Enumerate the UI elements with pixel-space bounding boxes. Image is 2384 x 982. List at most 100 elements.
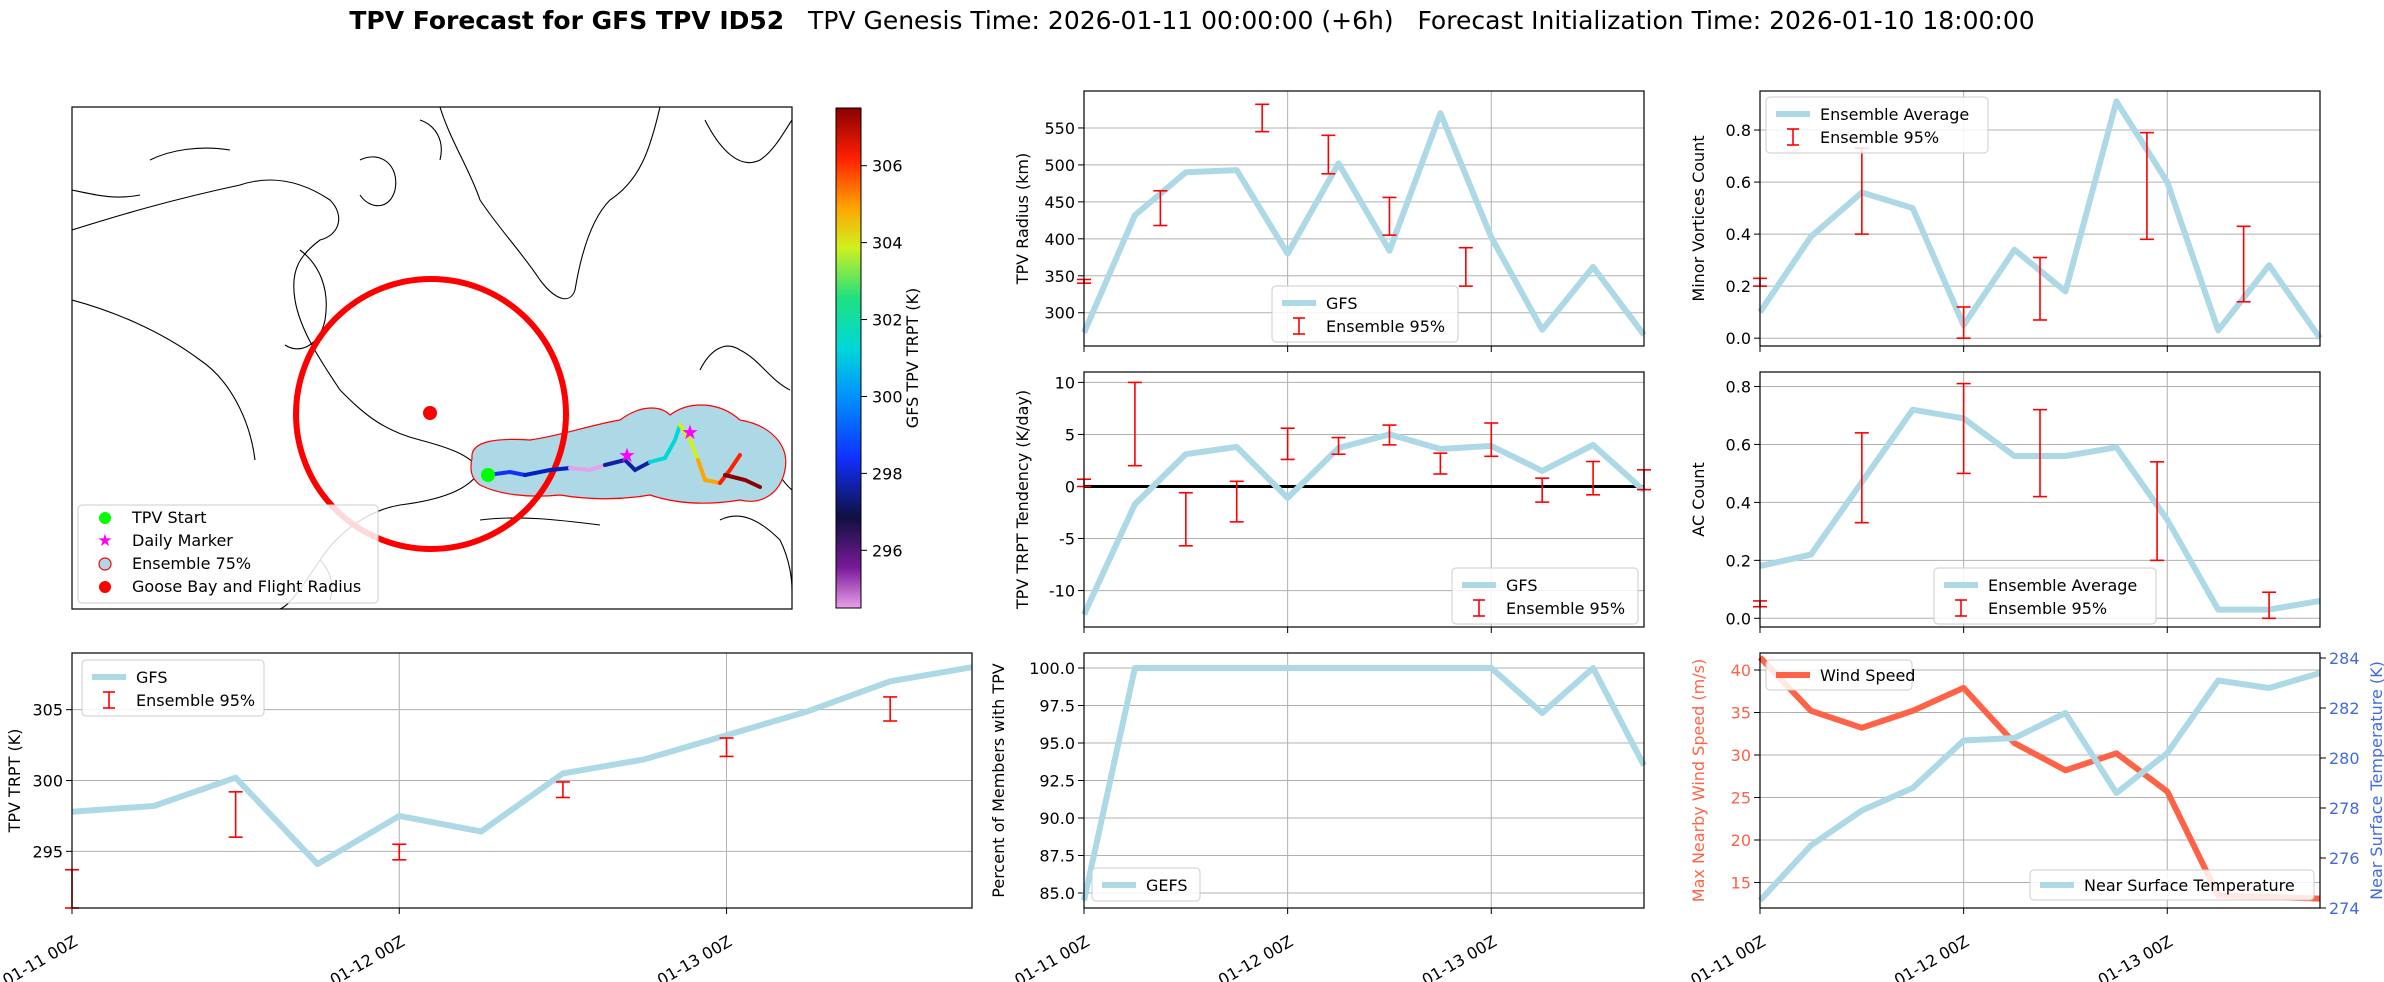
map-legend: TPV Start ★ Daily Marker Ensemble 75% Go… [77, 504, 379, 604]
error-bar [1153, 189, 1168, 227]
x-tick-label: 01-13 00Z [654, 932, 735, 982]
legend-box [1933, 567, 2157, 625]
error-bar [2139, 131, 2154, 241]
error-bar [1854, 432, 1869, 524]
y-axis-label: AC Count [1689, 462, 1708, 536]
legend-label: Ensemble Average [1820, 105, 1969, 124]
series-line-gfs [71, 664, 973, 868]
x-tick-label: 01-13 00Z [1419, 932, 1500, 982]
legend-label: Ensemble 95% [136, 691, 255, 710]
series-line-near-surface-temperature [1757, 670, 2321, 903]
y-tick-label: 35 [1731, 704, 1751, 723]
chart-legend: Wind Speed Near Surface Temperature [1765, 659, 2315, 901]
y-tick-label: 30 [1731, 746, 1751, 765]
legend-ensemble-75: Ensemble 75% [132, 554, 251, 573]
legend-label: Ensemble Average [1988, 576, 2137, 595]
error-bar [1321, 134, 1336, 175]
error-bar [1178, 491, 1193, 547]
legend-label: Ensemble 95% [1506, 599, 1625, 618]
error-bar [1255, 103, 1270, 133]
y-tick-label: 0.4 [1726, 225, 1751, 244]
y-tick-label: 0.0 [1726, 329, 1751, 348]
plot-frame [1759, 652, 2321, 909]
y-tick-label: 5 [1065, 425, 1075, 444]
y2-tick-label: 274 [2329, 899, 2360, 918]
y-tick-label: 300 [32, 772, 63, 791]
legend-box [1271, 285, 1459, 343]
plot-frame [1083, 652, 1645, 909]
legend-star-icon: ★ [97, 531, 112, 551]
title-genesis: TPV Genesis Time: 2026-01-11 00:00:00 (+… [808, 6, 1394, 35]
y-tick-label: 97.5 [1039, 697, 1075, 716]
legend-label: Ensemble 95% [1988, 599, 2107, 618]
legend-ensemble-symbol [98, 557, 112, 571]
y-tick-label: -5 [1059, 530, 1075, 549]
y-tick-label: 0.6 [1726, 173, 1751, 192]
plot-frame [1759, 371, 2321, 628]
legend-errorbar-symbol [1955, 599, 1967, 617]
y-tick-label: 300 [1044, 304, 1075, 323]
legend-daily-marker: Daily Marker [132, 531, 233, 550]
legend-start-symbol [99, 512, 111, 524]
legend-label: GFS [1326, 294, 1357, 313]
y-tick-label: 0.8 [1726, 377, 1751, 396]
error-bar [883, 696, 898, 722]
legend-label: Ensemble 95% [1820, 128, 1939, 147]
error-bar [2262, 591, 2277, 620]
error-bar [2033, 408, 2047, 498]
legend-box [2029, 869, 2315, 901]
x-tick-label: 01-12 00Z [1891, 932, 1972, 982]
chart-legend: GEFS [1091, 867, 1201, 902]
error-bar [1433, 452, 1448, 475]
error-bar [2150, 461, 2165, 562]
y-tick-label: 0.8 [1726, 121, 1751, 140]
legend-errorbar-symbol [1473, 599, 1485, 617]
error-bar [1956, 306, 1971, 339]
legend-label: GEFS [1146, 876, 1188, 895]
title-bold: TPV Forecast for GFS TPV ID52 [349, 6, 785, 35]
x-tick-label: 01-11 00Z [0, 932, 81, 982]
x-tick-label: 01-12 00Z [1215, 932, 1296, 982]
legend-tpv-start: TPV Start [131, 508, 207, 527]
x-tick-label: 01-11 00Z [1011, 932, 1092, 982]
y-tick-label: 10 [1055, 373, 1075, 392]
chart-radius: 300 350 400 450 500 550 TPV Radius (km) GFS Ense… [1013, 90, 1647, 352]
error-bar [2236, 225, 2251, 303]
daily-marker-2: ★ [681, 420, 699, 444]
legend-box [1765, 659, 1913, 691]
y2-tick-label: 280 [2329, 749, 2360, 768]
plot-frame [1759, 90, 2321, 347]
legend-box [1451, 567, 1639, 625]
y2-tick-label: 278 [2329, 799, 2360, 818]
error-bar [555, 781, 570, 799]
colorbar-ticks: 296 298 300 302 304 306 [861, 157, 903, 560]
x-tick-label: 01-13 00Z [2095, 932, 2176, 982]
y-tick-label: 85.0 [1039, 884, 1075, 903]
chart-minor: 0.0 0.2 0.4 0.6 0.8 Minor Vortices Count Ensem… [1689, 90, 2323, 352]
legend-goose-bay-symbol [99, 581, 111, 593]
error-bar [1280, 427, 1295, 461]
y-tick-label: 20 [1731, 831, 1751, 850]
y-tick-label: 0.4 [1726, 493, 1751, 512]
legend-errorbar-symbol [1293, 317, 1305, 335]
y-tick-label: 0 [1065, 477, 1075, 496]
chart-legend: GFS Ensemble 95% [81, 659, 265, 717]
chart-trpt: 01-11 00Z 01-12 00Z 01-13 00Z 295 300 305 TPV … [0, 652, 973, 982]
title-init: Forecast Initialization Time: 2026-01-10… [1417, 6, 2035, 35]
error-bar [228, 791, 243, 838]
chart-legend: Ensemble Average Ensemble 95% [1765, 96, 1989, 154]
y-axis-label: TPV TRPT Tendency (K/day) [1013, 390, 1032, 610]
colorbar-label: GFS TPV TRPT (K) [903, 288, 922, 428]
y-tick-label: 305 [32, 701, 63, 720]
plot-frame [1083, 90, 1645, 347]
plot-area [1760, 653, 2320, 908]
y-tick-label: 0.2 [1726, 551, 1751, 570]
y-tick-label: 92.5 [1039, 772, 1075, 791]
x-tick-label: 01-12 00Z [327, 932, 408, 982]
legend-label: Ensemble 95% [1326, 317, 1445, 336]
y-tick-label: 90.0 [1039, 809, 1075, 828]
error-bar [1535, 477, 1550, 503]
y-tick-label: -10 [1049, 582, 1075, 601]
y-tick-label: 550 [1044, 119, 1075, 138]
